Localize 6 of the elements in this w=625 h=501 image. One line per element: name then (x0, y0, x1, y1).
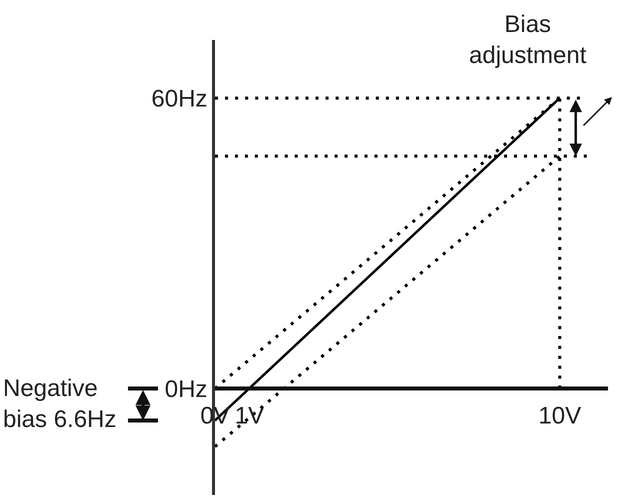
x-tick-label: 10V (538, 402, 582, 430)
annotation: Bias adjustment (469, 11, 587, 70)
y-tick-label: 0Hz (164, 376, 208, 403)
y-tick-label: 60Hz (151, 85, 208, 112)
x-tick-label: 1V (234, 402, 264, 430)
text: Negative bias 6.6Hz (3, 375, 116, 434)
